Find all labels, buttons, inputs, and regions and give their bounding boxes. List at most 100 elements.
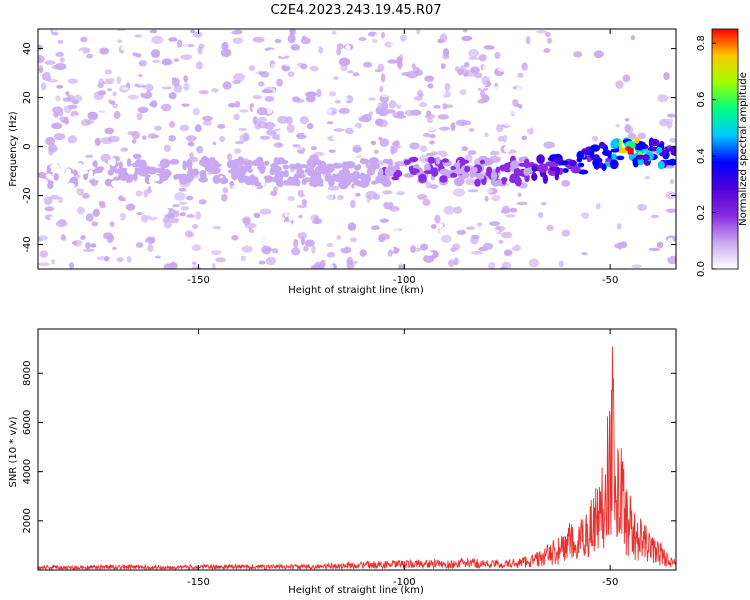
spectrogram-cell — [543, 184, 548, 191]
spectrogram-cell — [473, 261, 483, 266]
spectrogram-cell — [59, 57, 65, 63]
spectrogram-cell — [232, 37, 243, 44]
spectrogram-cell — [189, 152, 194, 158]
spectrogram-cell — [82, 150, 93, 156]
spectrogram-cell — [497, 135, 504, 142]
spectrogram-cell — [665, 208, 676, 213]
spectrogram-cell — [478, 117, 489, 123]
spectrogram-cell — [53, 133, 66, 141]
spectrogram-cell — [387, 249, 393, 257]
spectrogram-cell — [195, 211, 202, 220]
spectrogram-ridge-cell — [276, 179, 284, 188]
spectrogram-cell — [379, 218, 389, 223]
spectrogram-cell — [56, 84, 64, 89]
spectrogram-cell — [305, 91, 317, 98]
spectrogram-cell — [287, 196, 296, 201]
spectrogram-ridge-cell — [382, 158, 390, 163]
spectrogram-cell — [198, 90, 209, 95]
spectrogram-cell — [255, 51, 268, 55]
spectrogram-cell — [261, 89, 274, 94]
spectrogram-cell — [425, 152, 436, 156]
spectrogram-ridge-cell — [670, 147, 676, 152]
x-tick-label: -150 — [187, 577, 210, 588]
spectrogram-ridge-cell — [509, 173, 520, 182]
spectrogram-ridge-cell — [38, 172, 46, 179]
spectrogram-cell — [350, 237, 357, 243]
spectrogram-cell — [440, 242, 450, 252]
spectrogram-cell — [85, 213, 94, 222]
spectrogram-cell — [568, 246, 573, 250]
spectrogram-ridge-cell — [423, 170, 434, 175]
spectrogram-cell — [329, 91, 337, 97]
spectrogram-cell — [424, 251, 434, 256]
spectrogram-ridge-cell — [209, 164, 219, 173]
spectrogram-cell — [473, 197, 482, 202]
spectrogram-cell — [224, 95, 236, 101]
spectrogram-cell — [329, 36, 340, 43]
spectrogram-cell — [637, 203, 647, 211]
spectrogram-cell — [333, 128, 345, 132]
spectrogram-cell — [252, 95, 263, 100]
spectrogram-cell — [42, 38, 47, 44]
spectrogram-cell — [390, 145, 396, 155]
spectrogram-cell — [87, 131, 96, 139]
spectrogram-ridge-cell — [438, 163, 443, 169]
spectrogram-cell — [644, 175, 651, 180]
spectrogram-cell — [57, 39, 64, 44]
spectrogram-cell — [336, 48, 342, 56]
colorbar-tick-label: 0.4 — [696, 148, 707, 164]
spectrogram-cell — [212, 226, 222, 230]
spectrogram-cell — [192, 90, 200, 99]
spectrogram-cell — [561, 229, 571, 237]
spectrogram-cell — [438, 126, 450, 131]
spectrogram-ridge-cell — [457, 177, 465, 185]
spectrogram-cell — [297, 232, 308, 240]
spectrogram-cell — [140, 88, 148, 94]
spectrogram-cell — [449, 45, 458, 51]
spectrogram-ridge-cell — [558, 160, 569, 166]
spectrogram-cell — [290, 44, 301, 51]
spectrogram-cell — [466, 226, 476, 230]
spectrogram-cell — [422, 64, 430, 74]
spectrogram-cell — [488, 261, 496, 269]
spectrogram-cell — [581, 212, 590, 219]
spectrogram-cell — [193, 31, 203, 38]
spectrogram-ridge-cell — [435, 156, 441, 165]
spectrogram-ridge-cell — [104, 178, 114, 187]
spectrogram-cell — [347, 222, 357, 231]
spectrogram-cell — [113, 216, 122, 220]
snr-x-axis: -150 -100 -50 — [187, 329, 618, 588]
spectrogram-cell — [303, 132, 310, 137]
spectrogram-cell — [368, 111, 374, 116]
spectrogram-cell — [313, 47, 318, 54]
spectrogram-cell — [323, 257, 335, 261]
spectrogram-cell — [517, 72, 524, 78]
spectrogram-cell — [453, 257, 459, 266]
spectrogram-ridge-cell — [169, 158, 180, 165]
spectrogram-ridge-cell — [531, 172, 538, 181]
spectrogram-cell — [127, 131, 137, 136]
spectrogram-ridge-cell — [321, 165, 328, 173]
spectrogram-cell — [192, 108, 200, 116]
spectrogram-cell — [663, 118, 674, 123]
spectrogram-cell — [179, 124, 190, 132]
spectrogram-cell — [434, 142, 439, 146]
spectrogram-cell — [272, 186, 278, 193]
spectrogram-cell — [336, 43, 344, 50]
spectrogram-cell — [233, 148, 242, 154]
spectrogram-cell — [131, 139, 137, 144]
y-tick-label: -40 — [22, 236, 33, 252]
spectrogram-cell — [211, 88, 219, 93]
spectrogram-cell — [309, 112, 319, 121]
spectrogram-cell — [669, 137, 676, 143]
spectrogram-cell — [326, 243, 334, 248]
spectrogram-ridge-cell — [159, 166, 166, 176]
spectrogram-cell — [499, 152, 506, 157]
spectrogram-cell — [337, 84, 342, 91]
spectrogram-cell — [284, 212, 290, 218]
spectrogram-ridge-cell — [408, 156, 419, 163]
spectrogram-ridge-cell — [219, 177, 229, 185]
spectrogram-cell — [343, 97, 349, 102]
spectrogram-cell — [104, 108, 111, 117]
spectrogram-cell — [150, 185, 158, 192]
